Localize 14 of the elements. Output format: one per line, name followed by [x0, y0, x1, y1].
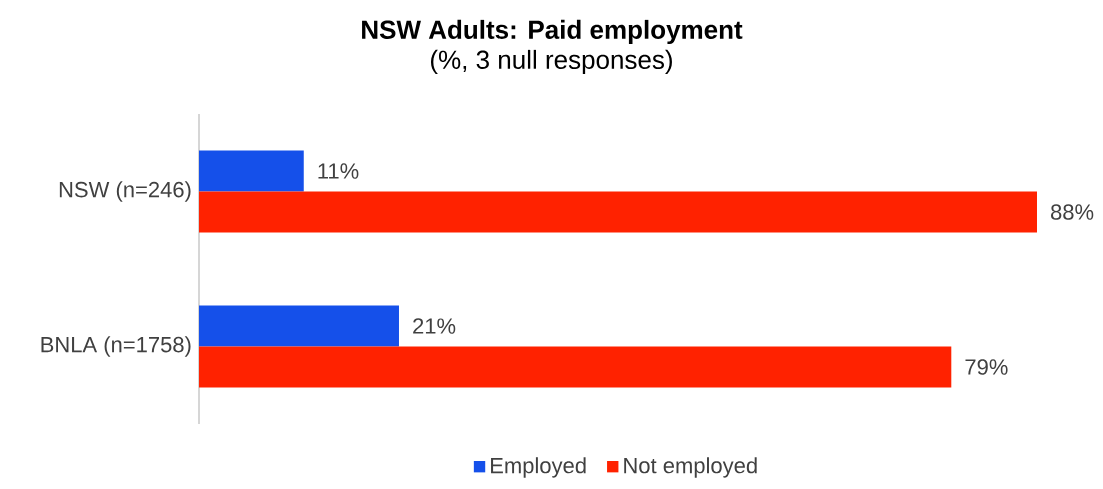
- data-label: 11%: [318, 163, 359, 179]
- y-tick-label: NSW (n=246): [59, 181, 191, 202]
- data-label: 79%: [965, 359, 1008, 375]
- bar: [199, 191, 1037, 233]
- data-label: 21%: [413, 318, 456, 334]
- bar: [199, 150, 304, 192]
- y-tick-label: BNLA (n=1758): [41, 336, 191, 357]
- legend-label: Not employed: [624, 457, 757, 478]
- bar: [199, 346, 952, 388]
- chart-title: NSW Adults: Paid employment: [362, 19, 743, 45]
- chart-subtitle: (%, 3 null responses): [431, 49, 672, 75]
- data-label: 88%: [1051, 204, 1094, 220]
- bar: [199, 305, 399, 347]
- legend-label: Employed: [491, 457, 586, 478]
